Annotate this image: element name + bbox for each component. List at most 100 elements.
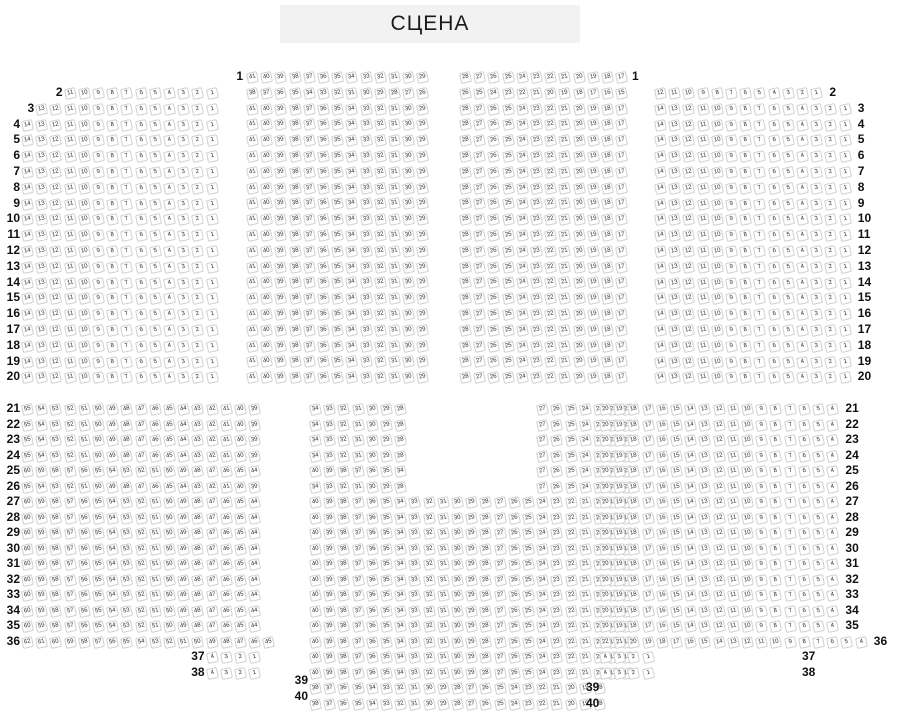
seat[interactable]: 31 [387, 260, 402, 274]
seat[interactable]: 4 [795, 213, 810, 227]
seat[interactable]: 34 [345, 213, 359, 227]
seat[interactable]: 24 [515, 213, 529, 227]
seat[interactable]: 28 [479, 619, 493, 634]
seat[interactable]: 41 [245, 134, 260, 148]
seat[interactable]: 5 [148, 276, 162, 290]
seat[interactable]: 6 [797, 526, 811, 541]
seat[interactable]: 5 [781, 229, 795, 243]
seat[interactable]: 30 [402, 118, 416, 132]
seat[interactable]: 24 [536, 557, 550, 572]
seat[interactable]: 40 [308, 464, 323, 479]
seat[interactable]: 36 [316, 355, 331, 369]
seat[interactable]: 9 [755, 480, 769, 494]
seat[interactable]: 24 [515, 307, 529, 322]
seat[interactable]: 6 [797, 402, 811, 417]
seat[interactable]: 8 [769, 495, 783, 510]
seat[interactable]: 1 [838, 323, 852, 338]
seat[interactable]: 36 [316, 134, 331, 148]
seat[interactable]: 48 [191, 573, 205, 587]
seat[interactable]: 51 [148, 604, 162, 618]
seat[interactable]: 46 [219, 542, 233, 556]
seat[interactable]: 58 [49, 526, 63, 541]
seat[interactable]: 10 [740, 449, 755, 463]
seat[interactable]: 11 [63, 308, 77, 322]
seat[interactable]: 23 [529, 355, 544, 369]
seat[interactable]: 9 [91, 150, 106, 164]
seat[interactable]: 33 [359, 197, 373, 211]
seat[interactable]: 35 [331, 165, 345, 179]
seat[interactable]: 17 [641, 495, 655, 510]
seat[interactable]: 49 [177, 573, 191, 587]
seat[interactable]: 20 [572, 181, 586, 195]
seat[interactable]: 57 [63, 619, 77, 634]
seat[interactable]: 37 [302, 260, 316, 274]
seat[interactable]: 10 [77, 371, 91, 385]
seat[interactable]: 31 [387, 244, 402, 258]
seat[interactable]: 27 [473, 70, 487, 85]
seat[interactable]: 10 [710, 323, 724, 338]
seat[interactable]: 4 [795, 260, 810, 274]
seat[interactable]: 20 [572, 355, 586, 369]
seat[interactable]: 8 [739, 150, 753, 164]
seat[interactable]: 5 [781, 213, 795, 227]
seat[interactable]: 2 [191, 150, 205, 164]
seat[interactable]: 5 [811, 433, 826, 448]
seat[interactable]: 27 [536, 449, 550, 463]
seat[interactable]: 3 [177, 118, 191, 132]
seat[interactable]: 29 [416, 118, 430, 132]
seat[interactable]: 3 [177, 276, 191, 290]
seat[interactable]: 39 [274, 165, 288, 179]
seat[interactable]: 19 [586, 102, 600, 116]
seat[interactable]: 52 [134, 526, 148, 541]
seat[interactable]: 11 [63, 292, 77, 306]
seat[interactable]: 36 [316, 244, 331, 258]
seat[interactable]: 9 [724, 197, 739, 211]
seat[interactable]: 37 [351, 557, 365, 572]
seat[interactable]: 33 [359, 134, 373, 148]
seat[interactable]: 17 [641, 542, 655, 556]
seat[interactable]: 35 [331, 244, 345, 258]
seat[interactable]: 6 [797, 619, 811, 634]
seat[interactable]: 8 [739, 260, 753, 274]
seat[interactable]: 26 [487, 355, 501, 369]
seat[interactable]: 18 [600, 134, 615, 148]
seat[interactable]: 17 [615, 149, 629, 164]
seat[interactable]: 15 [669, 604, 684, 618]
seat[interactable]: 45 [233, 542, 248, 556]
seat[interactable]: 9 [724, 339, 739, 353]
seat[interactable]: 27 [473, 292, 487, 306]
seat[interactable]: 9 [724, 292, 739, 306]
seat[interactable]: 38 [337, 666, 351, 680]
seat[interactable]: 37 [302, 134, 316, 148]
seat[interactable]: 26 [550, 418, 564, 432]
seat[interactable]: 24 [536, 495, 550, 510]
seat[interactable]: 18 [627, 511, 641, 525]
seat[interactable]: 33 [323, 449, 337, 463]
seat[interactable]: 7 [120, 371, 134, 385]
seat[interactable]: 1 [248, 666, 262, 680]
seat[interactable]: 45 [162, 418, 177, 432]
seat[interactable]: 2 [191, 229, 205, 243]
seat[interactable]: 7 [120, 134, 134, 148]
seat[interactable]: 50 [162, 495, 177, 510]
seat[interactable]: 29 [465, 650, 479, 665]
seat[interactable]: 33 [323, 402, 337, 417]
seat[interactable]: 37 [351, 635, 365, 649]
seat[interactable]: 28 [479, 526, 493, 541]
seat[interactable]: 9 [783, 635, 797, 649]
seat[interactable]: 8 [739, 371, 753, 385]
seat[interactable]: 29 [465, 635, 479, 649]
seat[interactable]: 26 [479, 697, 493, 711]
seat[interactable]: 28 [479, 511, 493, 525]
seat[interactable]: 30 [450, 526, 465, 541]
seat[interactable]: 11 [696, 165, 710, 180]
seat[interactable]: 26 [487, 307, 501, 322]
seat[interactable]: 48 [120, 480, 134, 494]
seat[interactable]: 27 [536, 418, 550, 432]
seat[interactable]: 24 [507, 681, 521, 696]
seat[interactable]: 14 [653, 213, 668, 227]
seat[interactable]: 3 [810, 276, 824, 290]
seat[interactable]: 49 [177, 588, 191, 603]
seat[interactable]: 21 [558, 292, 572, 306]
seat[interactable]: 11 [726, 557, 740, 572]
